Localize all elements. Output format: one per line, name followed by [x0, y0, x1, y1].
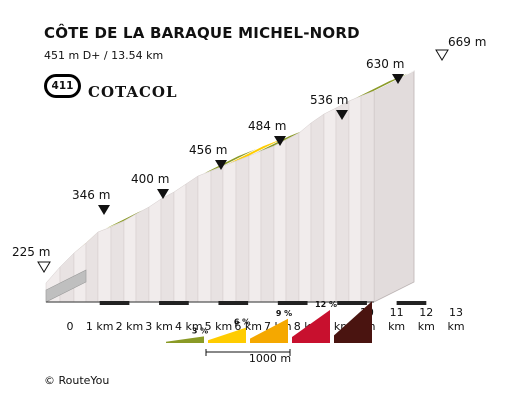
km-base-bar	[337, 301, 367, 305]
elevation-label: 669 m	[448, 35, 486, 49]
x-tick-label: 1 km	[86, 320, 114, 333]
legend-label: 3 %	[192, 326, 208, 335]
km-base-bar	[99, 301, 130, 305]
profile-wall-strip	[97, 226, 112, 303]
profile-wall-strip	[197, 170, 212, 303]
profile-wall-strip	[135, 206, 150, 303]
x-tick-label: 5 km	[205, 320, 233, 333]
profile-wall-strip	[85, 231, 99, 303]
x-tick-label: 2 km	[116, 320, 144, 333]
profile-wall-strip	[173, 183, 187, 303]
profile-wall-strip	[160, 191, 175, 303]
legend-swatch	[166, 336, 204, 343]
legend-swatch	[250, 318, 288, 343]
profile-wall-strip	[235, 155, 250, 303]
climb-stats: 451 m D+ / 13.54 km	[44, 49, 164, 62]
profile-wall-strip	[110, 220, 125, 303]
elevation-label: 346 m	[72, 188, 110, 202]
km-base-bar	[218, 301, 249, 305]
profile-wall-strip	[248, 150, 262, 303]
elevation-label: 630 m	[366, 57, 404, 71]
profile-wall-strip	[123, 213, 137, 303]
elevation-marker-triangle	[37, 261, 51, 273]
legend-label: 6 %	[234, 318, 250, 327]
legend-swatch	[292, 310, 330, 343]
profile-wall-strip	[298, 122, 312, 303]
elevation-marker-triangle	[274, 136, 286, 146]
legend-scale-label: 1000 m	[249, 352, 291, 365]
profile-start-face	[45, 269, 87, 303]
km-base-bar	[159, 301, 189, 305]
elevation-label: 456 m	[189, 143, 227, 157]
profile-end-face	[373, 70, 415, 303]
elevation-marker-triangle	[215, 160, 227, 170]
elevation-label: 400 m	[131, 172, 169, 186]
profile-wall-strip	[323, 107, 337, 303]
elevation-marker-triangle	[392, 74, 404, 84]
elevation-label: 484 m	[248, 119, 286, 133]
legend-label: 9 %	[276, 309, 292, 318]
chart-title: CÔTE DE LA BARAQUE MICHEL-NORD	[44, 24, 360, 42]
badge-number: 411	[51, 80, 74, 92]
x-tick-label: 11 km	[388, 306, 405, 333]
elevation-label: 536 m	[310, 93, 348, 107]
x-tick-label: 0	[67, 320, 74, 333]
legend-swatch	[334, 301, 372, 343]
profile-wall-strip	[348, 95, 362, 303]
profile-wall-strip	[222, 160, 237, 303]
profile-wall-strip	[273, 139, 287, 303]
legend-swatch	[208, 327, 246, 343]
cotacol-number-badge: 411	[44, 74, 81, 98]
profile-wall-strip	[310, 113, 325, 303]
elevation-marker-triangle	[98, 205, 110, 215]
elevation-label: 225 m	[12, 245, 50, 259]
profile-wall-strip	[360, 90, 375, 303]
profile-wall-strip	[210, 165, 224, 303]
km-base-bar	[277, 301, 308, 305]
elevation-marker-triangle	[435, 49, 449, 61]
km-base-bar	[396, 301, 427, 305]
x-tick-label: 13 km	[447, 306, 464, 333]
cotacol-logo-text: COTACOL	[88, 83, 178, 101]
profile-wall-strip	[185, 175, 199, 303]
profile-wall-strip	[260, 145, 275, 303]
x-tick-label: 4 km	[175, 320, 203, 333]
elevation-marker-triangle	[157, 189, 169, 199]
x-tick-label: 3 km	[145, 320, 173, 333]
legend-label: 12 %	[315, 300, 337, 309]
badge-inner	[47, 77, 78, 95]
profile-wall-strip	[148, 198, 162, 303]
copyright-text: © RouteYou	[44, 374, 110, 387]
profile-wall-strip	[335, 100, 350, 303]
x-tick-label: 12 km	[418, 306, 435, 333]
profile-wall-strip	[285, 132, 300, 303]
elevation-marker-triangle	[336, 110, 348, 120]
